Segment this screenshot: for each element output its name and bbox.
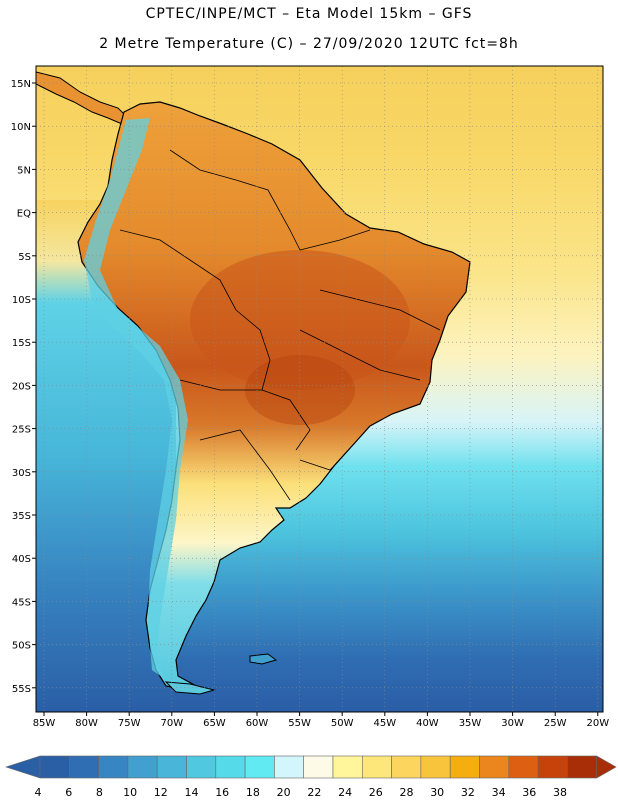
- map-frame: [35, 65, 604, 713]
- colorbar-segment: [332, 755, 363, 779]
- lat-label: 40S: [12, 554, 31, 565]
- lat-label: 10S: [12, 295, 31, 306]
- falkland-islands: [249, 653, 278, 665]
- lon-label: 70W: [160, 718, 183, 729]
- graticule: [36, 66, 603, 712]
- lat-label: 5N: [17, 165, 31, 176]
- colorbar-segment: [567, 755, 598, 779]
- latitude-labels: 15N 10N 5N EQ 5S 10S 15S 20S 25S 30S 35S 40S 45S 50S 5…: [11, 79, 36, 695]
- lat-label: 15N: [11, 79, 31, 90]
- colorbar-label: 32: [461, 786, 475, 799]
- colorbar-over-arrow: [596, 755, 617, 779]
- lon-label: 75W: [118, 718, 141, 729]
- colorbar-segment: [156, 755, 187, 779]
- colorbar-segment: [244, 755, 275, 779]
- lon-label: 35W: [459, 718, 482, 729]
- colorbar-label: 38: [553, 786, 567, 799]
- colorbar-segment: [215, 755, 246, 779]
- colorbar-segment: [303, 755, 334, 779]
- temperature-map: 15N 10N 5N EQ 5S 10S 15S 20S 25S 30S 35S 40S 45S 50S 5…: [11, 65, 609, 729]
- colorbar-label: 24: [338, 786, 352, 799]
- central-america-land: [36, 71, 129, 125]
- lon-label: 20W: [586, 718, 609, 729]
- country-borders: [119, 149, 441, 501]
- lon-label: 25W: [544, 718, 567, 729]
- colorbar-label: 30: [430, 786, 444, 799]
- lon-label: 30W: [501, 718, 524, 729]
- colorbar-segment: [98, 755, 129, 779]
- colorbar-under-arrow: [5, 755, 41, 779]
- lat-label: 45S: [12, 597, 31, 608]
- lat-label: 35S: [12, 511, 31, 522]
- colorbar-label: 12: [154, 786, 168, 799]
- colorbar-label: 20: [277, 786, 291, 799]
- lat-label: 20S: [12, 381, 31, 392]
- colorbar-segment: [127, 755, 158, 779]
- colorbar-label: 36: [522, 786, 536, 799]
- lon-label: 60W: [246, 718, 269, 729]
- map-title-line1: CPTEC/INPE/MCT – Eta Model 15km – GFS: [145, 6, 473, 22]
- andes-cold-band: [84, 118, 188, 680]
- colorbar-segment: [39, 755, 70, 779]
- lon-label: 80W: [75, 718, 98, 729]
- colorbar-label: 6: [65, 786, 72, 799]
- colorbar-label: 28: [400, 786, 414, 799]
- lon-label: 65W: [203, 718, 226, 729]
- colorbar-label: 18: [246, 786, 260, 799]
- map-title-line2: 2 Metre Temperature (C) – 27/09/2020 12U…: [99, 36, 519, 52]
- colorbar-label: 26: [369, 786, 383, 799]
- colorbar-segment: [361, 755, 392, 779]
- colorbar-label: 8: [96, 786, 103, 799]
- lon-label: 50W: [331, 718, 354, 729]
- lat-label: 5S: [18, 252, 31, 263]
- lat-label: 25S: [12, 425, 31, 436]
- lon-label: 45W: [373, 718, 396, 729]
- colorbar-label: 22: [307, 786, 321, 799]
- colorbar-label: 16: [215, 786, 229, 799]
- lat-label: 10N: [11, 122, 31, 133]
- colorbar-label: 14: [185, 786, 199, 799]
- lat-label: 50S: [12, 641, 31, 652]
- colorbar: 4 6 8 10 12 14 16 18 20 22 24 26 28 30 32 34 36 38: [5, 755, 617, 799]
- colorbar-label: 4: [35, 786, 42, 799]
- lon-label: 55W: [288, 718, 311, 729]
- colorbar-segment: [537, 755, 568, 779]
- heat-core: [190, 250, 410, 390]
- heat-core-south: [245, 355, 355, 425]
- colorbar-segment: [391, 755, 422, 779]
- colorbar-label: 10: [123, 786, 137, 799]
- tierra-del-fuego: [164, 681, 216, 695]
- colorbar-label: 34: [492, 786, 506, 799]
- colorbar-segment: [420, 755, 451, 779]
- lat-label: 15S: [12, 338, 31, 349]
- colorbar-segment: [274, 755, 304, 779]
- colorbar-segment: [479, 755, 510, 779]
- colorbar-segment: [69, 755, 99, 779]
- lat-label: 30S: [12, 468, 31, 479]
- longitude-labels: 85W 80W 75W 70W 65W 60W 55W 50W 45W 40W 35W 30W 25W 2…: [33, 712, 609, 729]
- colorbar-segment: [508, 755, 539, 779]
- colorbar-segment: [186, 755, 217, 779]
- lon-label: 40W: [416, 718, 439, 729]
- colorbar-segment: [449, 755, 480, 779]
- lat-label: EQ: [17, 209, 31, 220]
- lon-label: 85W: [33, 718, 56, 729]
- lat-label: 55S: [12, 684, 31, 695]
